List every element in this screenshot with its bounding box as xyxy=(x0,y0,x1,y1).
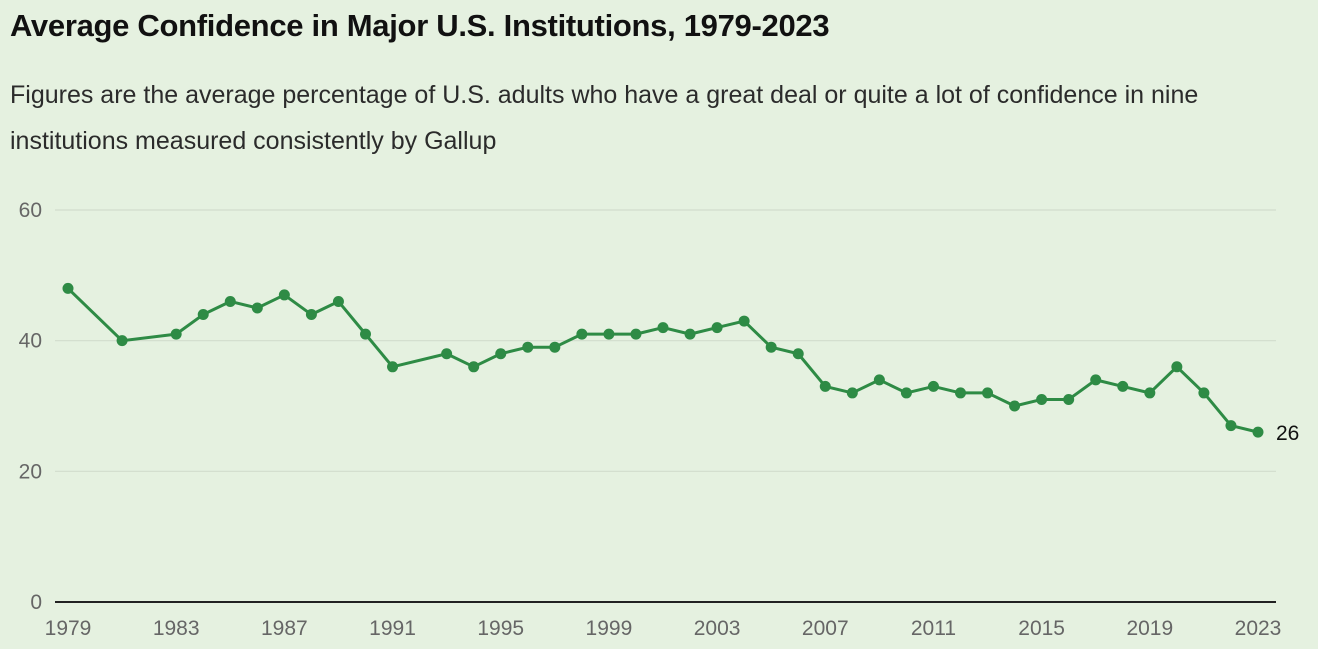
data-point: 1991: 36 xyxy=(387,361,399,373)
data-point: 2022: 27 xyxy=(1225,420,1237,432)
chart-subtitle: Figures are the average percentage of U.… xyxy=(10,81,1199,155)
data-point: 2013: 32 xyxy=(982,387,994,399)
data-point: 2020: 36 xyxy=(1171,361,1183,373)
y-tick-label: 60 xyxy=(19,199,42,222)
data-point: 2010: 32 xyxy=(900,387,912,399)
data-point: 2005: 39 xyxy=(765,341,777,353)
data-point: 2017: 34 xyxy=(1090,374,1102,386)
y-axis-ticks: 0 20 40 60 xyxy=(19,199,42,614)
x-axis-ticks: 1979 1983 1987 1991 1995 1999 2003 2007 2011 2015… xyxy=(45,617,1282,640)
data-point: 2007: 33 xyxy=(819,380,831,392)
data-point: 1988: 44 xyxy=(305,309,317,321)
data-point: 1993: 38 xyxy=(441,348,453,360)
data-point: 2023: 26 xyxy=(1252,426,1264,438)
data-point: 2011: 33 xyxy=(927,380,939,392)
y-tick-label: 0 xyxy=(30,591,42,614)
x-tick-label: 2019 xyxy=(1126,617,1173,640)
chart-title: Average Confidence in Major U.S. Institu… xyxy=(10,8,830,43)
data-point: 2012: 32 xyxy=(955,387,966,399)
data-point: 1996: 39 xyxy=(522,341,534,353)
data-point: 2003: 42 xyxy=(711,322,723,334)
data-point: 2015: 31 xyxy=(1036,393,1048,405)
data-point: 2001: 42 xyxy=(657,322,669,334)
x-tick-label: 1995 xyxy=(477,617,524,640)
grid-lines xyxy=(55,209,1276,472)
data-point: 2019: 32 xyxy=(1144,387,1156,399)
data-point: 1979: 48 xyxy=(62,282,74,294)
data-point: 1997: 39 xyxy=(549,341,561,353)
data-point: 1990: 41 xyxy=(360,328,371,340)
data-point: 2009: 34 xyxy=(873,374,885,386)
data-point: 2008: 32 xyxy=(846,387,858,399)
data-point: 1985: 46 xyxy=(224,295,236,307)
data-point: 2002: 41 xyxy=(684,328,696,340)
x-tick-label: 2015 xyxy=(1018,617,1065,640)
data-point: 2004: 43 xyxy=(738,315,750,327)
data-points: 1979: 48 1981: 40 1983: 41 1984: 44 1985: 46… xyxy=(62,282,1264,438)
x-tick-label: 1991 xyxy=(369,617,416,640)
data-point: 1981: 40 xyxy=(116,335,128,347)
data-point: 1995: 38 xyxy=(495,348,507,360)
data-point: 1999: 41 xyxy=(603,328,615,340)
data-point: 1987: 47 xyxy=(278,289,290,301)
end-value-label: 26 xyxy=(1276,422,1299,445)
x-tick-label: 2011 xyxy=(911,617,956,640)
data-point: 2006: 38 xyxy=(792,348,804,360)
data-point: 1989: 46 xyxy=(332,295,344,307)
y-tick-label: 40 xyxy=(19,330,42,353)
x-tick-label: 2023 xyxy=(1235,617,1282,640)
data-point: 2014: 30 xyxy=(1009,400,1021,412)
data-point: 2000: 41 xyxy=(630,328,642,340)
data-point: 2018: 33 xyxy=(1117,380,1129,392)
x-tick-label: 1987 xyxy=(261,617,308,640)
data-point: 1986: 45 xyxy=(251,302,263,314)
data-point: 1994: 36 xyxy=(468,361,480,373)
data-point: 1984: 44 xyxy=(197,309,209,321)
x-tick-label: 2007 xyxy=(802,617,849,640)
series-line xyxy=(66,287,1259,434)
x-tick-label: 1999 xyxy=(586,617,633,640)
data-point: 2016: 31 xyxy=(1063,393,1075,405)
x-tick-label: 1979 xyxy=(45,617,92,640)
y-tick-label: 20 xyxy=(19,460,42,483)
data-point: 2021: 32 xyxy=(1198,387,1210,399)
x-tick-label: 1983 xyxy=(153,617,200,640)
data-point: 1998: 41 xyxy=(576,328,588,340)
data-point: 1983: 41 xyxy=(170,328,182,340)
x-tick-label: 2003 xyxy=(694,617,741,640)
